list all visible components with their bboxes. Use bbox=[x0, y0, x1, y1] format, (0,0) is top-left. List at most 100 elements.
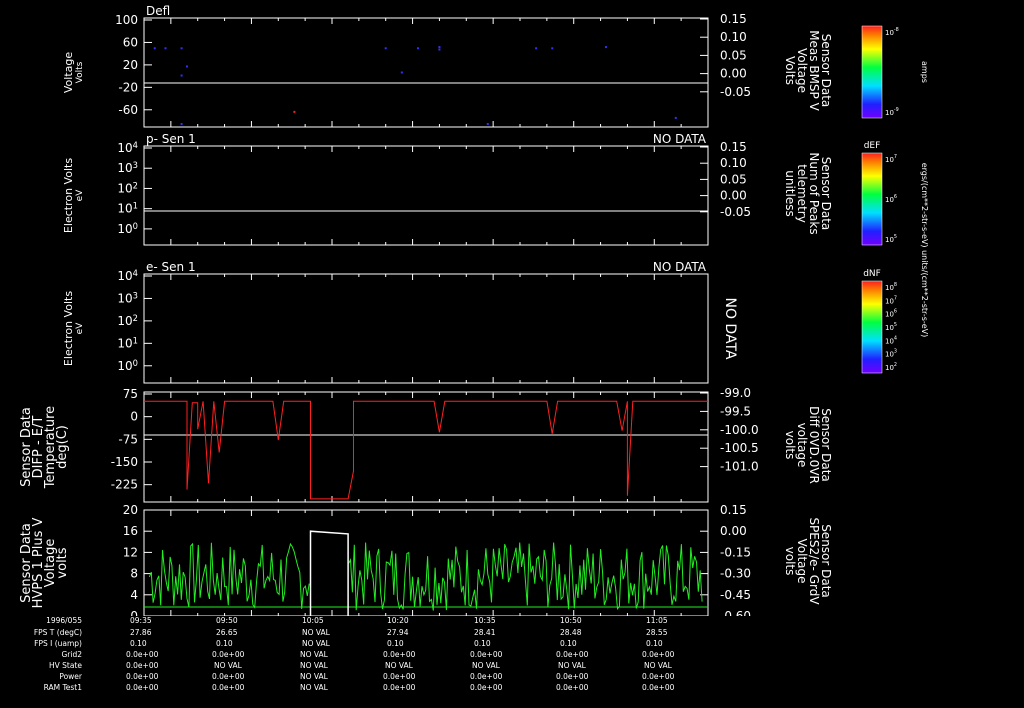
y-tick-label: 16 bbox=[123, 524, 138, 538]
footer-cell: NO VAL bbox=[300, 650, 328, 659]
r-tick-label: 0.00 bbox=[720, 67, 747, 81]
footer-row-label: Power bbox=[59, 672, 82, 681]
panel-ylabel: HVPS 1 Plus V bbox=[31, 518, 46, 609]
colorbar-tick: 106 bbox=[885, 194, 897, 204]
footer-table: 1996/055 09:35 09:50 10:05 10:20 10:35 1… bbox=[0, 616, 1024, 708]
r-tick-label: -0.15 bbox=[720, 545, 751, 559]
hvps-line bbox=[348, 542, 703, 611]
defl-point bbox=[180, 74, 183, 77]
footer-cell: 0.10 bbox=[474, 639, 491, 648]
y-tick-label: -75 bbox=[118, 432, 138, 446]
footer-cell: 0.0e+00 bbox=[470, 672, 503, 681]
footer-cell: 0.10 bbox=[216, 639, 233, 648]
footer-cell: 0.0e+00 bbox=[126, 650, 159, 659]
footer-time-2: 10:05 bbox=[302, 616, 324, 625]
panel-frame-0 bbox=[143, 17, 709, 128]
r-tick-label: 0.05 bbox=[720, 172, 747, 186]
panel-frame-3 bbox=[143, 391, 709, 503]
y-tick-label: 100 bbox=[117, 221, 138, 236]
footer-row-label: RAM Test1 bbox=[43, 683, 82, 692]
colorbar-0 bbox=[861, 25, 883, 119]
panel-ylabel: Temperature bbox=[43, 406, 58, 489]
footer-cell: NO VAL bbox=[300, 661, 328, 670]
footer-cell: NO VAL bbox=[300, 672, 328, 681]
footer-cell: 27.86 bbox=[130, 628, 152, 637]
footer-cell: 0.0e+00 bbox=[642, 650, 675, 659]
footer-cell: 0.10 bbox=[560, 639, 577, 648]
panel-status: NO DATA bbox=[653, 260, 707, 274]
y-tick-label: 100 bbox=[117, 358, 138, 373]
defl-point bbox=[535, 47, 538, 50]
panel-ylabel: eV bbox=[75, 189, 85, 202]
r-tick-label: -99.5 bbox=[720, 404, 751, 418]
panel-ylabel: volts bbox=[55, 547, 70, 578]
footer-row-ram-test1: RAM Test1 0.0e+00 0.0e+00 NO VAL 0.0e+00… bbox=[0, 683, 1024, 693]
footer-time-1: 09:50 bbox=[216, 616, 238, 625]
footer-row-hv-state: HV State 0.0e+00 NO VAL NO VAL NO VAL NO… bbox=[0, 661, 1024, 671]
panel-rlabel: Voltage bbox=[795, 538, 809, 583]
defl-point bbox=[438, 46, 441, 49]
defl-point bbox=[416, 47, 419, 50]
panel-title: p- Sen 1 bbox=[146, 132, 196, 146]
footer-cell: 0.0e+00 bbox=[556, 683, 589, 692]
panel-ylabel: Sensor Data bbox=[19, 407, 34, 487]
footer-cell: NO VAL bbox=[644, 661, 672, 670]
y-tick-label: 103 bbox=[117, 160, 138, 175]
r-tick-label: 0.00 bbox=[720, 189, 747, 203]
colorbar-label: dEF bbox=[864, 141, 881, 151]
y-tick-label: 100 bbox=[115, 13, 138, 27]
y-tick-label: 8 bbox=[130, 567, 138, 581]
panel-rlabel: unitless bbox=[783, 170, 797, 216]
panel-frame-2 bbox=[143, 273, 709, 384]
footer-cell: NO VAL bbox=[214, 661, 242, 670]
colorbar-tick: 104 bbox=[885, 335, 897, 345]
panel-status: NO DATA bbox=[653, 132, 707, 146]
y-tick-label: 0 bbox=[130, 609, 138, 616]
r-tick-label: -0.05 bbox=[720, 205, 751, 219]
panel-rlabel: Sensor Data bbox=[819, 34, 833, 108]
panel-frame-4 bbox=[143, 509, 709, 616]
panel-ylabel: Volts bbox=[75, 61, 85, 83]
panel-rlabel: voltage bbox=[795, 423, 809, 468]
footer-cell: 0.0e+00 bbox=[126, 661, 159, 670]
footer-cell: NO VAL bbox=[472, 661, 500, 670]
panel-rlabel: Volts bbox=[783, 56, 797, 85]
footer-cell: 0.10 bbox=[387, 639, 404, 648]
footer-cell: NO VAL bbox=[302, 639, 330, 648]
summary-plot: 100 60 20 -20 -60 0.15 0.10 0.05 0.00 -0.05 Defl Vo… bbox=[19, 4, 929, 616]
defl-point bbox=[486, 122, 489, 125]
y-tick-label: 20 bbox=[123, 503, 138, 517]
colorbar-tick: 107 bbox=[885, 295, 897, 305]
footer-cell: 26.65 bbox=[216, 628, 238, 637]
defl-point bbox=[384, 47, 387, 50]
colorbar-units-1: ergs/(cm**2-str-s-eV) units/(cm**2-str-s… bbox=[920, 163, 929, 338]
colorbar-tick: 102 bbox=[885, 362, 897, 372]
defl-point bbox=[180, 47, 183, 50]
footer-cell: 0.0e+00 bbox=[642, 683, 675, 692]
r-tick-label: -0.45 bbox=[720, 588, 751, 602]
colorbar-tick: 106 bbox=[885, 309, 897, 319]
footer-time-4: 10:35 bbox=[474, 616, 496, 625]
footer-cell: 0.0e+00 bbox=[556, 650, 589, 659]
footer-row-label: Grid2 bbox=[61, 650, 82, 659]
y-tick-label: 103 bbox=[117, 290, 138, 305]
footer-time-5: 10:50 bbox=[560, 616, 582, 625]
y-tick-label: -20 bbox=[118, 80, 138, 94]
footer-cell: 0.0e+00 bbox=[383, 683, 416, 692]
r-tick-label: -0.05 bbox=[720, 85, 751, 99]
footer-cell: 0.10 bbox=[646, 639, 663, 648]
panel-rlabel: Sensor Data bbox=[819, 408, 833, 482]
defl-point bbox=[164, 47, 167, 50]
panel-ylabel: Sensor Data bbox=[19, 523, 34, 603]
panel-right-nodata: NO DATA bbox=[722, 297, 738, 359]
panel-rlabel: Num of Peaks bbox=[807, 152, 821, 234]
footer-time-6: 11:05 bbox=[646, 616, 668, 625]
footer-cell: NO VAL bbox=[558, 661, 586, 670]
panel-ylabel: eV bbox=[75, 322, 85, 335]
defl-point bbox=[400, 71, 403, 74]
r-tick-label: -101.0 bbox=[720, 460, 759, 474]
defl-point bbox=[293, 110, 296, 113]
footer-cell: 0.0e+00 bbox=[126, 683, 159, 692]
defl-point bbox=[604, 46, 607, 49]
r-tick-label: 0.10 bbox=[720, 156, 747, 170]
